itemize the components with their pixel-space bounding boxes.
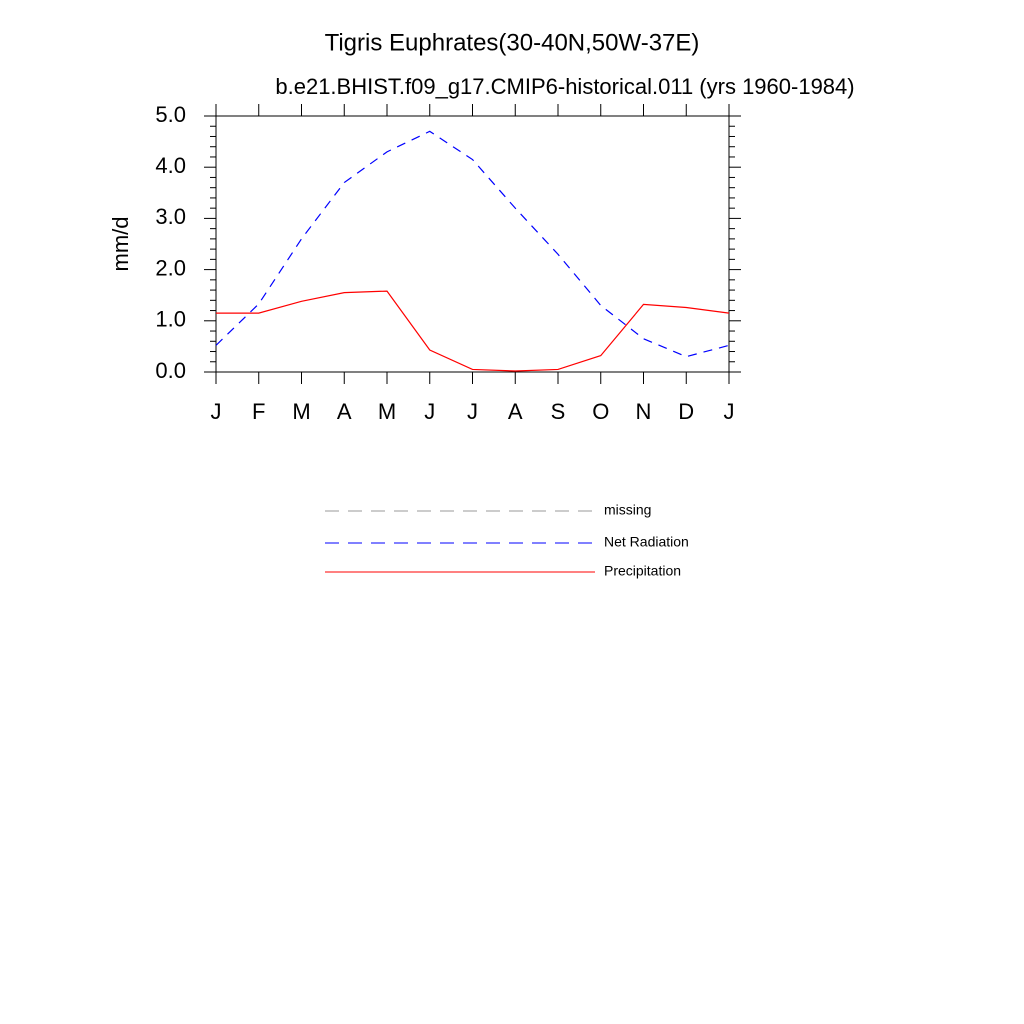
x-tick-label: N — [636, 399, 652, 424]
y-tick-label: 1.0 — [155, 307, 186, 332]
x-tick-label: M — [378, 399, 396, 424]
y-tick-label: 0.0 — [155, 358, 186, 383]
x-tick-label: S — [551, 399, 566, 424]
x-tick-label: M — [292, 399, 310, 424]
x-tick-label: A — [337, 399, 352, 424]
legend-label: missing — [604, 502, 651, 518]
x-tick-label: D — [678, 399, 694, 424]
y-tick-label: 3.0 — [155, 204, 186, 229]
y-tick-label: 5.0 — [155, 102, 186, 127]
x-tick-label: O — [592, 399, 609, 424]
x-tick-label: F — [252, 399, 265, 424]
x-tick-label: J — [724, 399, 735, 424]
chart-subtitle: b.e21.BHIST.f09_g17.CMIP6-historical.011… — [275, 74, 854, 99]
chart-title: Tigris Euphrates(30-40N,50W-37E) — [325, 29, 700, 56]
y-axis-label: mm/d — [108, 217, 133, 272]
x-tick-label: J — [424, 399, 435, 424]
x-tick-label: A — [508, 399, 523, 424]
x-tick-label: J — [467, 399, 478, 424]
legend-label: Net Radiation — [604, 534, 689, 550]
series-line — [216, 290, 730, 372]
x-tick-label: J — [211, 399, 222, 424]
y-tick-label: 2.0 — [155, 255, 186, 280]
legend-label: Precipitation — [604, 563, 681, 579]
plot-frame — [215, 115, 730, 373]
y-tick-label: 4.0 — [155, 153, 186, 178]
series-line — [215, 130, 730, 358]
